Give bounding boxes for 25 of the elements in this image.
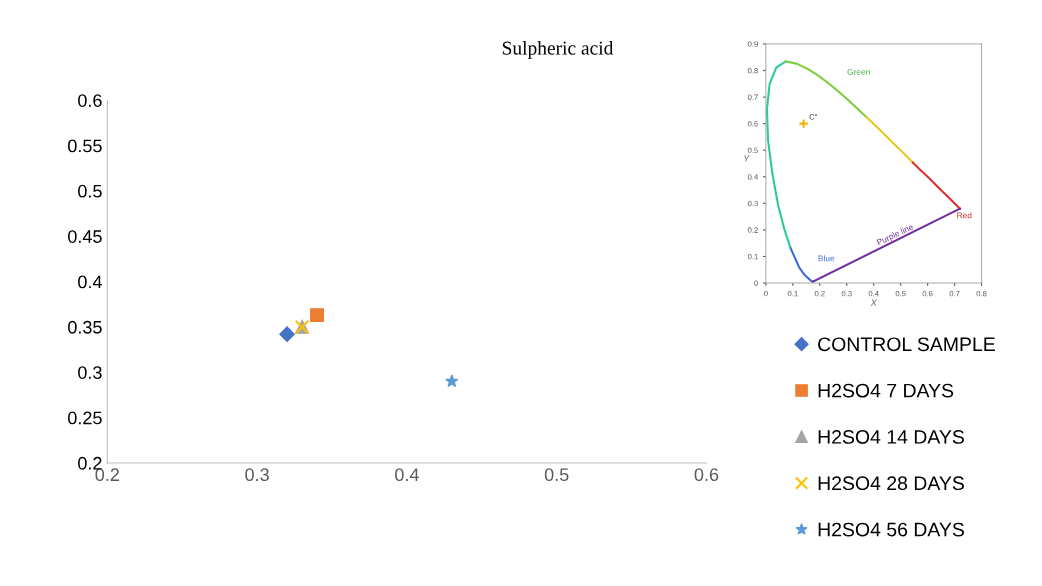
x-tick-label: 0.3 bbox=[245, 468, 269, 482]
y-tick-label: 0.2 bbox=[78, 456, 102, 470]
legend-label: CONTROL SAMPLE bbox=[818, 337, 995, 352]
chart-title: Sulpheric acid bbox=[502, 40, 614, 59]
x-tick-label: 0.6 bbox=[694, 468, 719, 482]
annotation: Red bbox=[957, 212, 972, 219]
x-axis-title: X bbox=[870, 299, 878, 306]
annotation: Green bbox=[847, 68, 870, 75]
y-tick-label: 0.55 bbox=[68, 139, 102, 153]
y-tick-label: 0.3 bbox=[78, 366, 102, 379]
legend-label: H2SO4 56 DAYS bbox=[818, 522, 964, 537]
legend-label: H2SO4 7 DAYS bbox=[818, 383, 954, 398]
legend-label: H2SO4 28 DAYS bbox=[818, 476, 964, 491]
y-tick-label: 0.25 bbox=[68, 411, 102, 425]
annotation: Blue bbox=[818, 255, 835, 262]
y-axis-title: Y bbox=[744, 155, 750, 162]
y-tick-label: 0.5 bbox=[78, 184, 102, 198]
y-tick-label: 0.45 bbox=[68, 230, 102, 243]
y-tick-label: 0.6 bbox=[78, 94, 102, 107]
legend-label: H2SO4 14 DAYS bbox=[818, 430, 964, 444]
x-tick-label: 0.4 bbox=[395, 468, 419, 482]
annotation: Purple line bbox=[876, 223, 915, 247]
x-tick-label: 0.2 bbox=[95, 468, 119, 482]
y-tick-label: 0.35 bbox=[68, 320, 102, 334]
x-tick-label: 0.5 bbox=[544, 468, 569, 482]
